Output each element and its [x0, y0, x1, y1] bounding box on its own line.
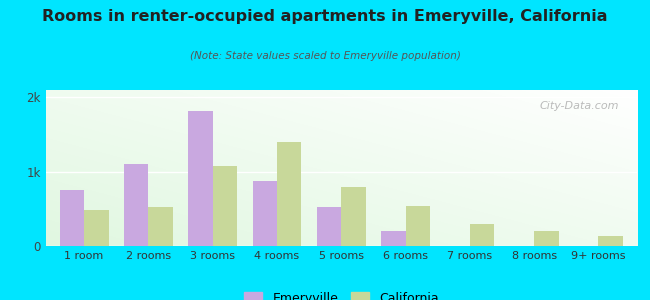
Bar: [470, 224, 494, 246]
Bar: [381, 231, 406, 246]
Bar: [148, 207, 173, 246]
Bar: [84, 210, 109, 246]
Bar: [534, 231, 558, 246]
Bar: [599, 236, 623, 246]
Bar: [253, 182, 277, 246]
Bar: [406, 206, 430, 246]
Bar: [341, 187, 366, 246]
Bar: [213, 166, 237, 246]
Bar: [277, 142, 302, 246]
Legend: Emeryville, California: Emeryville, California: [239, 286, 444, 300]
Bar: [124, 164, 148, 246]
Bar: [60, 190, 84, 246]
Text: (Note: State values scaled to Emeryville population): (Note: State values scaled to Emeryville…: [190, 51, 460, 61]
Text: Rooms in renter-occupied apartments in Emeryville, California: Rooms in renter-occupied apartments in E…: [42, 9, 608, 24]
Bar: [188, 111, 213, 246]
Text: City-Data.com: City-Data.com: [540, 101, 619, 111]
Bar: [317, 207, 341, 246]
